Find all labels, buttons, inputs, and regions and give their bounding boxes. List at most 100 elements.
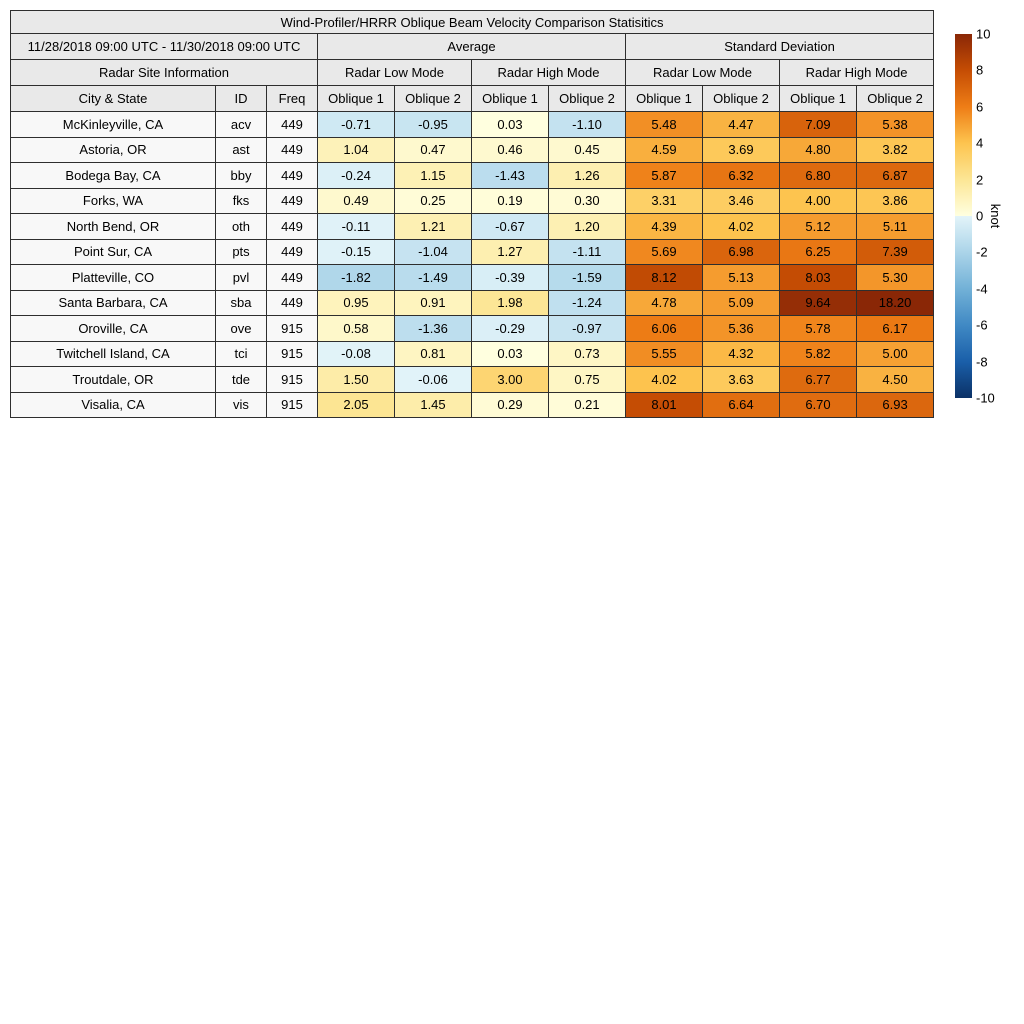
value-cell: 5.48	[625, 111, 703, 138]
date-range: 11/28/2018 09:00 UTC - 11/30/2018 09:00 …	[10, 33, 318, 60]
value-cell: 1.26	[548, 162, 626, 189]
column-header: Oblique 2	[548, 85, 626, 112]
table-row: McKinleyville, CA acv 449 -0.71 -0.95 0.03 -1.…	[10, 111, 935, 138]
value-cell: 8.03	[779, 264, 857, 291]
value-cell: 4.00	[779, 187, 857, 214]
value-cell: -0.95	[394, 111, 472, 138]
colorbar-unit-label: knot	[988, 203, 1003, 229]
value-cell: 5.36	[702, 315, 780, 342]
value-cell: 8.12	[625, 264, 703, 291]
city-cell: Platteville, CO	[10, 264, 216, 291]
value-cell: 0.58	[317, 315, 395, 342]
colorbar-tick: 8	[976, 62, 984, 78]
colorbar	[955, 34, 972, 398]
value-cell: -0.11	[317, 213, 395, 240]
value-cell: -0.29	[471, 315, 549, 342]
colorbar-tick: -8	[976, 354, 988, 370]
mode-row: Radar Site Information Radar Low Mode Ra…	[10, 59, 935, 86]
city-cell: Santa Barbara, CA	[10, 289, 216, 316]
freq-cell: 449	[266, 213, 318, 240]
value-cell: 6.80	[779, 162, 857, 189]
table-row: Platteville, CO pvl 449 -1.82 -1.49 -0.39 -1.5…	[10, 264, 935, 291]
value-cell: -1.04	[394, 238, 472, 265]
column-header: Oblique 2	[855, 85, 935, 112]
id-cell: sba	[215, 289, 267, 316]
table-row: Point Sur, CA pts 449 -0.15 -1.04 1.27 -1.11 5.…	[10, 238, 935, 265]
value-cell: -0.67	[471, 213, 549, 240]
value-cell: 1.50	[317, 366, 395, 393]
value-cell: -0.15	[317, 238, 395, 265]
colorbar-tick-labels: 10 8 6 4 2 0 -2 -4 -6 -8 -10	[976, 28, 1006, 405]
freq-cell: 449	[266, 187, 318, 214]
id-cell: vis	[215, 391, 267, 418]
id-cell: oth	[215, 213, 267, 240]
column-header: Oblique 1	[779, 85, 857, 112]
city-cell: Visalia, CA	[10, 391, 216, 418]
value-cell: 4.02	[702, 213, 780, 240]
colorbar-tick: 4	[976, 135, 984, 151]
colorbar-tick: -10	[976, 390, 995, 406]
mode-header: Radar High Mode	[471, 59, 626, 86]
value-cell: 5.11	[855, 213, 935, 240]
value-cell: 4.59	[625, 136, 703, 163]
value-cell: 0.73	[548, 340, 626, 367]
value-cell: 6.93	[855, 391, 935, 418]
value-cell: 7.09	[779, 111, 857, 138]
id-cell: fks	[215, 187, 267, 214]
value-cell: -0.24	[317, 162, 395, 189]
column-header: ID	[215, 85, 267, 112]
value-cell: 0.81	[394, 340, 472, 367]
value-cell: 0.30	[548, 187, 626, 214]
value-cell: 0.03	[471, 340, 549, 367]
value-cell: 1.20	[548, 213, 626, 240]
value-cell: 3.31	[625, 187, 703, 214]
value-cell: -0.97	[548, 315, 626, 342]
value-cell: -0.39	[471, 264, 549, 291]
value-cell: 4.80	[779, 136, 857, 163]
group-row: 11/28/2018 09:00 UTC - 11/30/2018 09:00 …	[10, 33, 935, 60]
city-cell: Oroville, CA	[10, 315, 216, 342]
value-cell: 6.77	[779, 366, 857, 393]
value-cell: 6.32	[702, 162, 780, 189]
table-title: Wind-Profiler/HRRR Oblique Beam Velocity…	[9, 10, 935, 34]
freq-cell: 915	[266, 340, 318, 367]
table-row: Visalia, CA vis 915 2.05 1.45 0.29 0.21 8.01 6.6…	[10, 391, 935, 418]
value-cell: 0.49	[317, 187, 395, 214]
value-cell: 5.78	[779, 315, 857, 342]
title-row: Wind-Profiler/HRRR Oblique Beam Velocity…	[9, 10, 935, 34]
value-cell: 0.21	[548, 391, 626, 418]
city-cell: Twitchell Island, CA	[10, 340, 216, 367]
value-cell: -1.82	[317, 264, 395, 291]
value-cell: 0.19	[471, 187, 549, 214]
column-header: Freq	[266, 85, 318, 112]
value-cell: -0.08	[317, 340, 395, 367]
value-cell: 3.63	[702, 366, 780, 393]
value-cell: 2.05	[317, 391, 395, 418]
freq-cell: 449	[266, 111, 318, 138]
id-cell: pvl	[215, 264, 267, 291]
value-cell: -0.06	[394, 366, 472, 393]
table-header: Wind-Profiler/HRRR Oblique Beam Velocity…	[9, 10, 935, 112]
value-cell: 3.00	[471, 366, 549, 393]
freq-cell: 449	[266, 136, 318, 163]
city-cell: McKinleyville, CA	[10, 111, 216, 138]
value-cell: 6.98	[702, 238, 780, 265]
colorbar-tick: -4	[976, 281, 988, 297]
column-header: Oblique 1	[317, 85, 395, 112]
value-cell: 3.69	[702, 136, 780, 163]
value-cell: 3.82	[855, 136, 935, 163]
value-cell: 1.98	[471, 289, 549, 316]
city-cell: Troutdale, OR	[10, 366, 216, 393]
value-cell: 0.47	[394, 136, 472, 163]
value-cell: -1.49	[394, 264, 472, 291]
value-cell: 6.87	[855, 162, 935, 189]
id-cell: bby	[215, 162, 267, 189]
value-cell: 0.29	[471, 391, 549, 418]
id-cell: acv	[215, 111, 267, 138]
colorbar-tick: 6	[976, 99, 984, 115]
freq-cell: 915	[266, 366, 318, 393]
value-cell: 0.75	[548, 366, 626, 393]
city-cell: Forks, WA	[10, 187, 216, 214]
mode-header: Radar Low Mode	[625, 59, 780, 86]
